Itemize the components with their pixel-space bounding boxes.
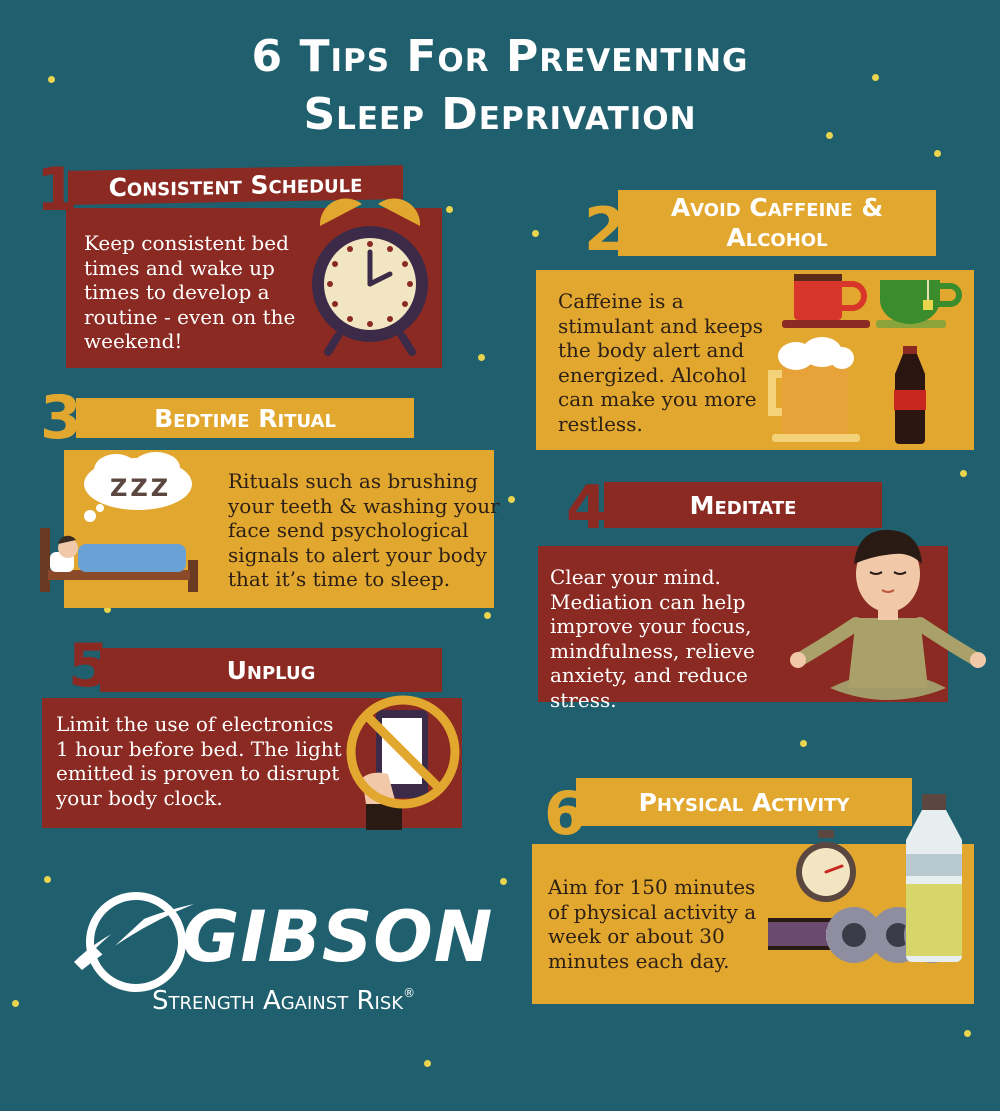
sleeping-in-bed-icon [40, 528, 198, 592]
tip-5-text: Limit the use of electronics 1 hour befo… [56, 712, 342, 810]
logo-wordmark: GIBSON [182, 896, 494, 978]
star-dot [964, 1030, 971, 1037]
sleep-zzz-text: ZZZ [110, 474, 172, 502]
star-dot [508, 496, 515, 503]
star-dot [960, 470, 967, 477]
tip-5-heading: Unplug [100, 648, 442, 692]
stopwatch-icon [796, 830, 856, 902]
star-dot [532, 230, 539, 237]
star-dot [500, 878, 507, 885]
tip-2-heading: Avoid Caffeine & Alcohol [618, 190, 936, 256]
logo-tagline: Strength Against Risk® [152, 986, 416, 1016]
water-bottle-icon [906, 794, 962, 962]
coffee-cup-icon [782, 274, 870, 328]
star-dot [478, 354, 485, 361]
star-dot [934, 150, 941, 157]
star-dot [826, 132, 833, 139]
tip-1-text: Keep consistent bed times and wake up ti… [84, 231, 296, 353]
tea-cup-icon [876, 280, 962, 328]
star-dot [446, 206, 453, 213]
soda-bottle-icon [894, 346, 926, 444]
star-dot [104, 606, 111, 613]
title-line-1: 6 Tips For Preventing [251, 31, 749, 82]
title-line-2: Sleep Deprivation [303, 89, 697, 140]
star-dot [872, 74, 879, 81]
tip-3-number: 3 [40, 383, 82, 453]
star-dot [12, 1000, 19, 1007]
alarm-clock-icon [312, 198, 428, 356]
tip-4-text: Clear your mind. Mediation can help impr… [550, 565, 755, 712]
gibson-logo-icon [74, 892, 194, 992]
tip-4-number: 4 [566, 473, 608, 543]
page-title: 6 Tips For Preventing Sleep Deprivation [0, 28, 1000, 144]
star-dot [800, 740, 807, 747]
thought-bubble-icon [84, 452, 192, 522]
beer-mug-icon [768, 337, 860, 442]
star-dot [48, 76, 55, 83]
no-phone-icon [346, 695, 460, 830]
meditating-person-icon [790, 529, 986, 700]
tip-4-heading: Meditate [604, 482, 882, 528]
star-dot [484, 612, 491, 619]
star-dot [424, 1060, 431, 1067]
tip-3-text: Rituals such as brushing your teeth & wa… [228, 469, 500, 591]
tip-2-text: Caffeine is a stimulant and keeps the bo… [558, 289, 763, 436]
tip-6-heading: Physical Activity [576, 778, 912, 826]
tip-3-heading: Bedtime Ritual [76, 398, 414, 438]
star-dot [44, 876, 51, 883]
tip-6-text: Aim for 150 minutes of physical activity… [548, 875, 757, 973]
